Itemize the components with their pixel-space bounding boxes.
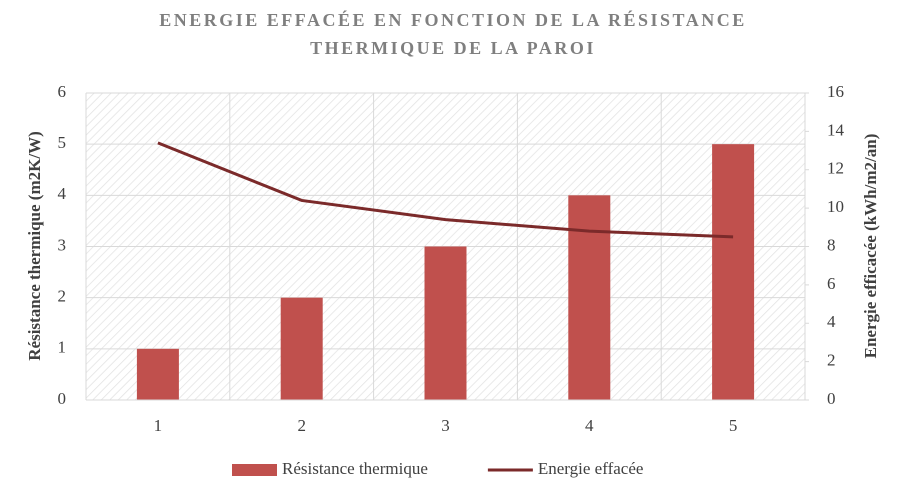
y2-tick-label: 4 (827, 312, 836, 331)
y-tick-label: 1 (58, 338, 67, 357)
x-tick-label: 1 (154, 416, 163, 435)
bar (568, 195, 611, 400)
y-tick-label: 3 (58, 235, 67, 254)
y-tick-label: 6 (58, 82, 67, 101)
y2-tick-label: 14 (827, 120, 845, 139)
y-tick-label: 4 (58, 184, 67, 203)
y2-tick-label: 8 (827, 235, 836, 254)
y-tick-label: 2 (58, 287, 67, 306)
legend-label: Energie effacée (538, 459, 644, 478)
legend-swatch (232, 464, 277, 476)
bar (136, 348, 179, 400)
legend-label: Résistance thermique (282, 459, 428, 478)
y2-tick-label: 10 (827, 197, 844, 216)
y-tick-label: 5 (58, 133, 67, 152)
x-tick-label: 4 (585, 416, 594, 435)
bar (712, 144, 755, 400)
y2-tick-label: 16 (827, 82, 844, 101)
x-tick-label: 2 (297, 416, 306, 435)
y2-tick-label: 0 (827, 389, 836, 408)
chart-title: THERMIQUE DE LA PAROI (310, 38, 596, 58)
y2-tick-label: 2 (827, 351, 836, 370)
x-tick-label: 5 (729, 416, 738, 435)
y2-tick-label: 12 (827, 159, 844, 178)
y-axis-title: Résistance thermique (m2K/W) (25, 131, 44, 360)
y2-axis-title: Energie efficacée (kWh/m2/an) (861, 134, 880, 359)
chart-title: ENERGIE EFFACÉE EN FONCTION DE LA RÉSIST… (159, 9, 746, 30)
bar (424, 246, 467, 400)
y2-tick-label: 6 (827, 274, 836, 293)
line (157, 141, 734, 239)
y-tick-label: 0 (58, 389, 67, 408)
x-tick-label: 3 (441, 416, 450, 435)
bar (280, 297, 323, 400)
